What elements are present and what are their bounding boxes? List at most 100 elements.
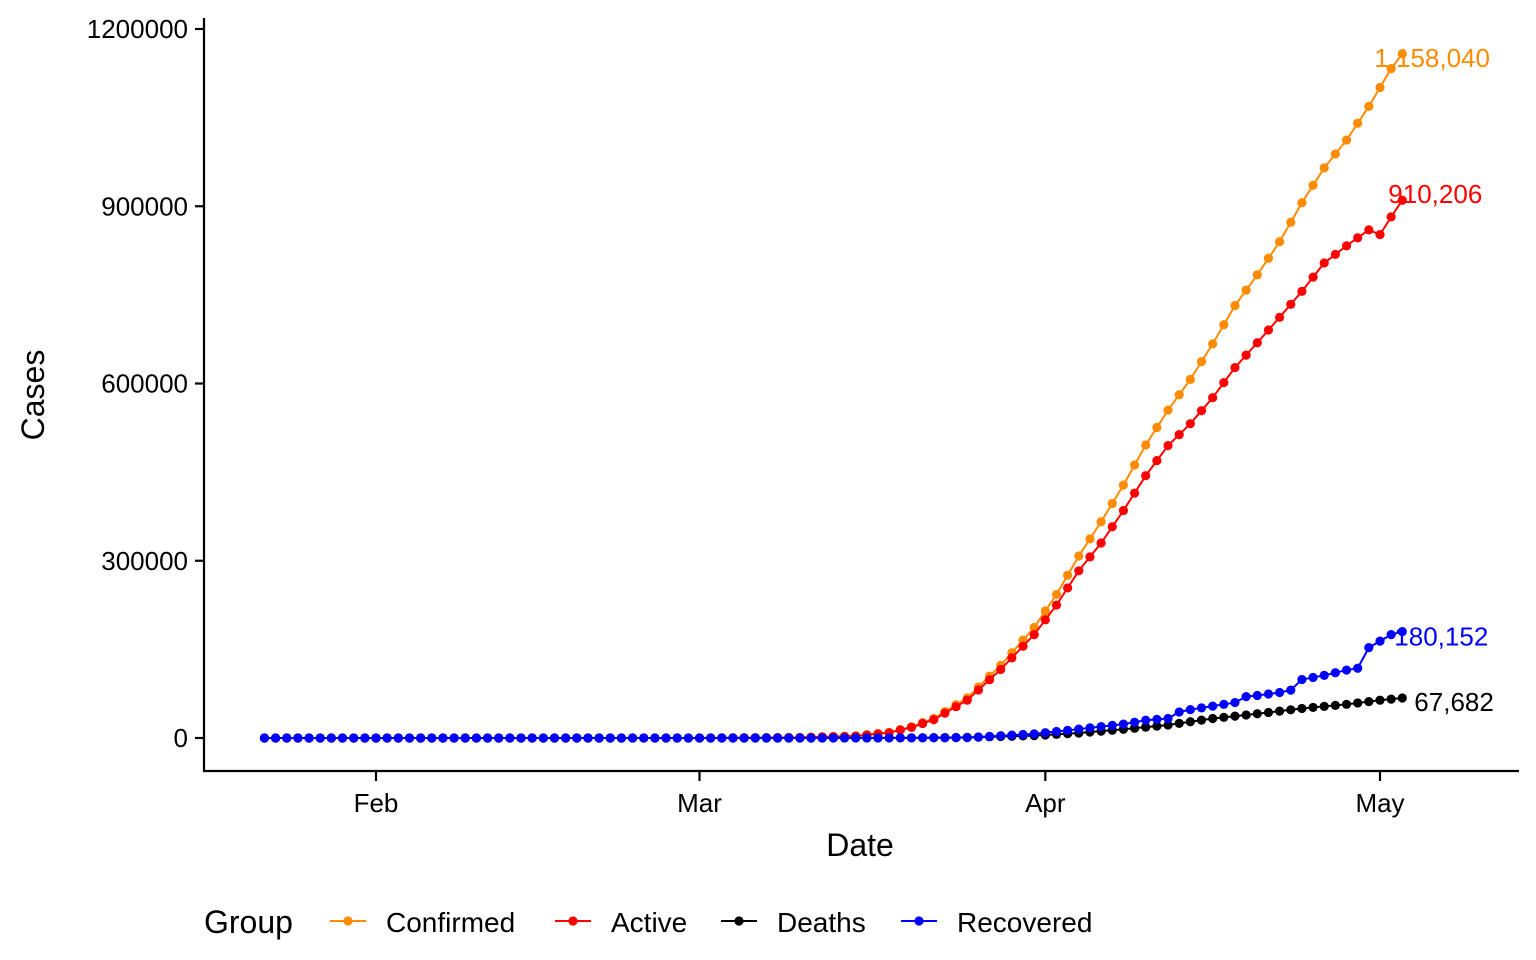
data-point-recovered [1252, 690, 1262, 701]
data-point-recovered [873, 733, 883, 743]
data-point-recovered [627, 733, 638, 743]
data-point-confirmed [1096, 517, 1106, 527]
data-point-recovered [996, 731, 1006, 741]
data-point-active [1163, 440, 1173, 451]
data-point-recovered [1319, 670, 1329, 680]
data-point-recovered [494, 733, 504, 743]
data-point-active [1275, 312, 1285, 322]
x-tick-label: Apr [1025, 788, 1066, 818]
series-recovered [259, 626, 1407, 743]
legend-key-point [343, 916, 353, 926]
data-point-confirmed [1040, 606, 1050, 616]
data-point-recovered [717, 733, 727, 743]
data-point-recovered [393, 733, 403, 743]
data-point-recovered [918, 733, 928, 743]
data-point-active [1196, 406, 1207, 416]
data-point-recovered [416, 733, 426, 743]
data-point-recovered [1063, 725, 1073, 735]
data-point-active [1129, 488, 1140, 498]
data-point-active [1330, 249, 1340, 259]
data-point-recovered [460, 733, 470, 743]
data-point-active [973, 685, 984, 695]
data-point-active [1319, 258, 1329, 268]
series-line-confirmed [264, 53, 1404, 739]
data-point-recovered [538, 733, 548, 743]
data-point-recovered [951, 733, 961, 743]
data-point-active [951, 702, 961, 712]
data-point-active [929, 715, 939, 725]
data-point-confirmed [1051, 589, 1062, 600]
data-point-active [1152, 456, 1162, 466]
data-point-confirmed [1319, 163, 1329, 173]
end-label-recovered: 180,152 [1394, 622, 1488, 652]
data-point-recovered [984, 731, 995, 741]
data-point-active [895, 725, 905, 735]
data-point-recovered [583, 733, 593, 743]
data-point-confirmed [1118, 480, 1129, 490]
data-point-recovered [349, 733, 359, 743]
data-point-deaths [1364, 696, 1374, 707]
data-point-deaths [1297, 703, 1307, 714]
data-point-confirmed [1074, 551, 1084, 561]
series-line-active [264, 199, 1404, 739]
data-point-confirmed [1353, 118, 1363, 128]
data-point-recovered [527, 733, 537, 743]
data-point-recovered [906, 733, 917, 743]
data-point-recovered [1219, 699, 1229, 709]
data-point-deaths [1208, 713, 1218, 724]
data-point-recovered [1085, 723, 1095, 733]
data-point-recovered [750, 733, 760, 743]
data-point-recovered [773, 733, 783, 743]
data-point-recovered [471, 733, 481, 743]
data-point-active [1397, 195, 1407, 205]
data-point-deaths [1252, 709, 1262, 719]
data-point-confirmed [1185, 374, 1195, 384]
data-point-deaths [1230, 711, 1240, 721]
data-point-confirmed [1341, 135, 1352, 145]
data-point-recovered [1096, 722, 1106, 732]
data-point-recovered [1364, 643, 1374, 653]
data-point-recovered [973, 732, 984, 742]
x-tick-label: Mar [677, 788, 722, 818]
legend-label: Active [611, 907, 687, 938]
data-point-active [1241, 350, 1251, 360]
data-point-recovered [1397, 626, 1407, 637]
data-point-active [1018, 641, 1028, 651]
data-point-active [1208, 393, 1218, 403]
y-axis-title: Cases [15, 350, 51, 441]
data-point-recovered [1196, 703, 1207, 713]
data-point-recovered [672, 733, 682, 743]
data-point-recovered [449, 733, 459, 743]
data-point-deaths [1185, 717, 1195, 727]
x-axis-title: Date [826, 827, 894, 863]
data-point-active [1263, 325, 1274, 335]
data-point-active [1107, 522, 1117, 532]
data-point-recovered [1308, 672, 1318, 683]
data-point-deaths [1341, 699, 1352, 709]
data-point-recovered [1263, 689, 1274, 699]
data-point-confirmed [1174, 390, 1184, 400]
data-point-confirmed [1152, 422, 1162, 433]
data-point-confirmed [1297, 198, 1307, 208]
data-point-recovered [817, 733, 827, 743]
data-point-active [1341, 241, 1352, 251]
data-point-active [1230, 362, 1240, 373]
data-point-active [1308, 272, 1318, 282]
data-point-recovered [1018, 729, 1028, 740]
legend-item-confirmed: Confirmed [330, 907, 515, 938]
data-point-confirmed [1275, 237, 1285, 247]
data-point-active [1252, 338, 1262, 348]
data-point-recovered [1141, 715, 1151, 725]
data-point-active [918, 718, 928, 729]
legend-title: Group [204, 904, 293, 940]
data-point-recovered [1185, 705, 1195, 715]
data-point-confirmed [1252, 270, 1262, 280]
data-point-active [996, 664, 1006, 675]
data-point-deaths [1386, 694, 1396, 704]
data-point-recovered [594, 733, 604, 743]
data-point-recovered [1074, 724, 1084, 734]
data-point-confirmed [1219, 320, 1229, 330]
data-point-recovered [851, 733, 861, 743]
data-point-recovered [828, 733, 838, 743]
